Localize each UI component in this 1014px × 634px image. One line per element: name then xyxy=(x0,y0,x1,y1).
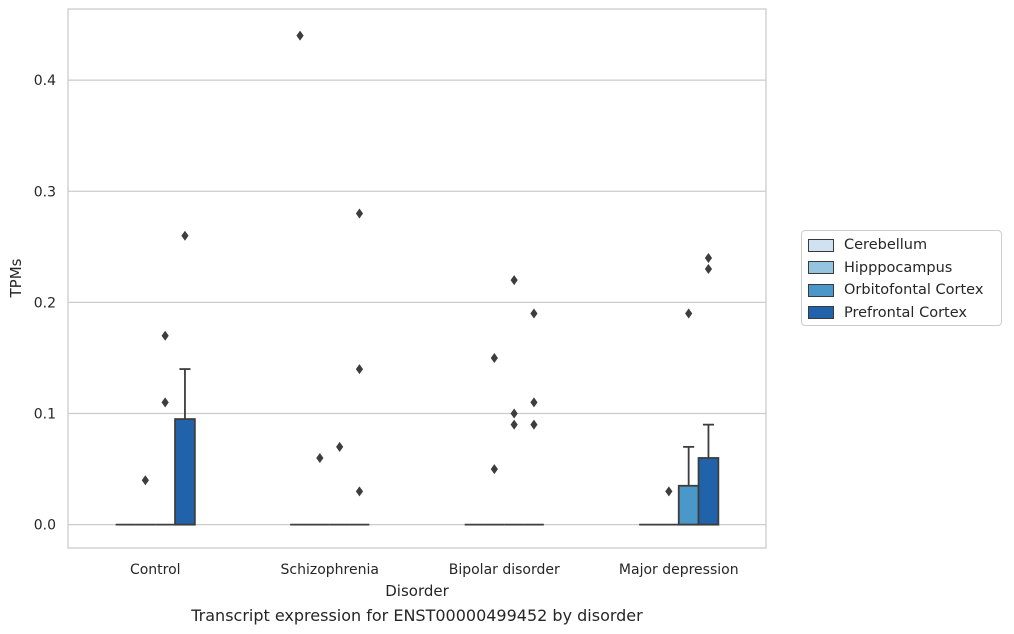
outlier-point xyxy=(510,419,518,430)
outlier-point xyxy=(530,419,538,430)
outlier-point xyxy=(530,308,538,319)
outlier-point xyxy=(181,230,189,241)
x-tick-label: Control xyxy=(130,562,181,578)
legend-swatch xyxy=(808,238,834,252)
chart-title: Transcript expression for ENST0000049945… xyxy=(191,606,643,625)
legend-swatch xyxy=(808,261,834,275)
y-axis-label: TPMs xyxy=(7,258,25,298)
outlier-point xyxy=(355,208,364,219)
outlier-point xyxy=(296,30,304,41)
box-body xyxy=(677,484,700,526)
y-tick-label: 0.0 xyxy=(34,518,56,534)
legend-item: Hipppocampus xyxy=(808,257,1001,280)
y-tick-label: 0.3 xyxy=(34,184,56,200)
x-axis-label: Disorder xyxy=(385,582,449,600)
box-prefrontal-cortex xyxy=(174,368,196,526)
outlier-point xyxy=(510,275,518,286)
outlier-point xyxy=(490,464,498,475)
outlier-point xyxy=(530,397,538,408)
y-tick-labels: 0.0 0.1 0.2 0.3 0.4 xyxy=(34,73,56,534)
outlier-point xyxy=(141,475,149,486)
grid-lines xyxy=(68,79,766,526)
legend-item: Cerebellum xyxy=(808,234,1001,257)
x-tick-label: Schizophrenia xyxy=(281,562,379,578)
outlier-point xyxy=(685,308,693,319)
outlier-point xyxy=(336,441,344,452)
outlier-point xyxy=(665,486,673,497)
x-tick-label: Major depression xyxy=(619,562,739,578)
x-tick-label: Bipolar disorder xyxy=(449,562,560,578)
outlier-point xyxy=(355,364,364,375)
outlier-point xyxy=(161,397,169,408)
box-body xyxy=(697,457,720,526)
legend-swatch xyxy=(808,306,834,320)
boxes xyxy=(115,368,720,526)
outliers xyxy=(141,30,713,497)
outlier-point xyxy=(510,408,518,419)
box-body xyxy=(174,418,196,526)
legend-label: Cerebellum xyxy=(844,237,928,254)
outlier-point xyxy=(161,330,169,341)
legend-item: Prefrontal Cortex xyxy=(808,302,1001,325)
box-orbitofontal-cortex xyxy=(677,445,700,526)
outlier-point xyxy=(490,352,498,363)
y-tick-label: 0.2 xyxy=(34,295,56,311)
legend-item: Orbitofontal Cortex xyxy=(808,279,1001,302)
outlier-point xyxy=(704,252,713,263)
outlier-point xyxy=(316,452,324,463)
y-tick-label: 0.4 xyxy=(34,73,56,89)
box-prefrontal-cortex xyxy=(697,423,720,526)
legend-label: Hipppocampus xyxy=(844,259,953,276)
legend-swatch xyxy=(808,283,834,297)
plot-frame xyxy=(67,8,767,549)
legend-label: Orbitofontal Cortex xyxy=(844,282,984,299)
outlier-point xyxy=(355,486,364,497)
y-tick-label: 0.1 xyxy=(34,407,56,423)
x-tick-labels: Control Schizophrenia Bipolar disorder Majo… xyxy=(130,562,739,578)
legend-label: Prefrontal Cortex xyxy=(844,304,967,321)
outlier-point xyxy=(704,264,713,275)
legend: Cerebellum Hipppocampus Orbitofontal Corte… xyxy=(801,230,1002,326)
